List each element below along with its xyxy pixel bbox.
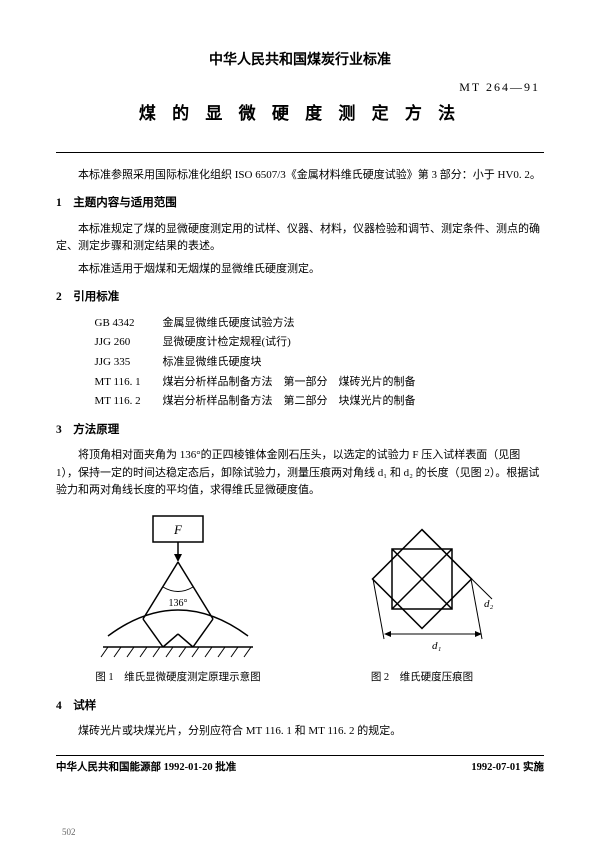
figure-1-caption: 图 1 维氏显微硬度测定原理示意图 — [95, 670, 260, 687]
footer-divider — [56, 755, 544, 756]
figure-1: F 136° — [93, 514, 263, 687]
ref-title: 煤岩分析样品制备方法 第一部分 煤砖光片的制备 — [163, 374, 416, 392]
footer-approval: 中华人民共和国能源部 1992-01-20 批准 — [56, 760, 236, 777]
page-number: 502 — [62, 825, 76, 839]
doc-super-title: 中华人民共和国煤炭行业标准 — [56, 50, 544, 72]
d1-label: d₁ — [432, 640, 442, 652]
figure-2: d₁ d₂ 图 2 维氏硬度压痕图 — [337, 514, 507, 687]
force-label: F — [173, 522, 183, 537]
ref-item: MT 116. 1 煤岩分析样品制备方法 第一部分 煤砖光片的制备 — [95, 374, 545, 392]
ref-title: 标准显微维氏硬度块 — [163, 354, 262, 372]
ref-title: 金属显微维氏硬度试验方法 — [163, 315, 295, 333]
section-3-heading: 3 方法原理 — [56, 421, 544, 439]
angle-label: 136° — [169, 598, 188, 609]
ref-code: JJG 335 — [95, 354, 163, 372]
ref-code: MT 116. 1 — [95, 374, 163, 392]
s1-p2: 本标准适用于烟煤和无烟煤的显微维氏硬度测定。 — [56, 261, 544, 279]
ref-code: MT 116. 2 — [95, 393, 163, 411]
s3-p1: 将顶角相对面夹角为 136°的正四棱锥体金刚石压头，以选定的试验力 F 压入试样… — [56, 447, 544, 500]
figures-row: F 136° — [56, 514, 544, 687]
main-title: 煤 的 显 微 硬 度 测 定 方 法 — [56, 100, 544, 127]
ref-item: JJG 260 显微硬度计检定规程(试行) — [95, 334, 545, 352]
section-1-heading: 1 主题内容与适用范围 — [56, 194, 544, 212]
standard-code: MT 264—91 — [459, 78, 540, 97]
s4-p1: 煤砖光片或块煤光片，分别应符合 MT 116. 1 和 MT 116. 2 的规… — [56, 723, 544, 741]
ref-title: 显微硬度计检定规程(试行) — [163, 334, 291, 352]
ref-code: JJG 260 — [95, 334, 163, 352]
figure-1-svg: F 136° — [93, 514, 263, 664]
ref-item: JJG 335 标准显微维氏硬度块 — [95, 354, 545, 372]
ref-item: MT 116. 2 煤岩分析样品制备方法 第二部分 块煤光片的制备 — [95, 393, 545, 411]
ref-code: GB 4342 — [95, 315, 163, 333]
intro-paragraph: 本标准参照采用国际标准化组织 ISO 6507/3《金属材料维氏硬度试验》第 3… — [56, 167, 544, 185]
figure-2-caption: 图 2 维氏硬度压痕图 — [371, 670, 473, 687]
reference-list: GB 4342 金属显微维氏硬度试验方法 JJG 260 显微硬度计检定规程(试… — [95, 315, 545, 411]
figure-2-svg: d₁ d₂ — [337, 514, 507, 664]
ref-item: GB 4342 金属显微维氏硬度试验方法 — [95, 315, 545, 333]
footer-row: 中华人民共和国能源部 1992-01-20 批准 1992-07-01 实施 — [56, 760, 544, 777]
s1-p1: 本标准规定了煤的显微硬度测定用的试样、仪器、材料，仪器检验和调节、测定条件、测点… — [56, 221, 544, 256]
footer-effective: 1992-07-01 实施 — [471, 760, 544, 777]
d2-label: d₂ — [484, 598, 494, 610]
title-divider — [56, 152, 544, 153]
section-2-heading: 2 引用标准 — [56, 288, 544, 306]
section-4-heading: 4 试样 — [56, 697, 544, 715]
ref-title: 煤岩分析样品制备方法 第二部分 块煤光片的制备 — [163, 393, 416, 411]
